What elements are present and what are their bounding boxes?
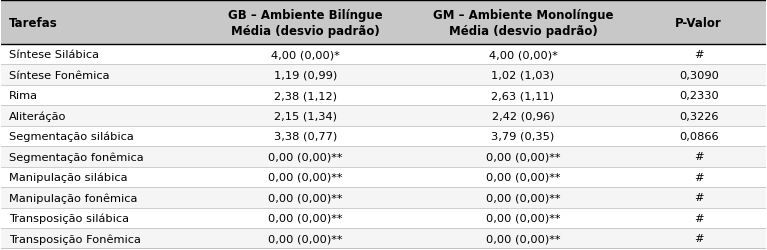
Text: 0,00 (0,00)**: 0,00 (0,00)**: [268, 172, 342, 182]
Bar: [2, 86, 765, 106]
Text: 0,2330: 0,2330: [679, 91, 719, 101]
Text: GB – Ambiente Bilíngue
Média (desvio padrão): GB – Ambiente Bilíngue Média (desvio pad…: [228, 8, 383, 38]
Text: 0,00 (0,00)**: 0,00 (0,00)**: [486, 152, 560, 162]
Text: 3,79 (0,35): 3,79 (0,35): [492, 132, 555, 141]
Text: 0,00 (0,00)**: 0,00 (0,00)**: [268, 193, 342, 202]
Text: 0,00 (0,00)**: 0,00 (0,00)**: [486, 172, 560, 182]
Text: 0,00 (0,00)**: 0,00 (0,00)**: [486, 234, 560, 243]
Text: 2,63 (1,11): 2,63 (1,11): [492, 91, 555, 101]
Text: #: #: [694, 213, 703, 223]
Bar: [2, 167, 765, 188]
Text: GM – Ambiente Monolíngue
Média (desvio padrão): GM – Ambiente Monolíngue Média (desvio p…: [433, 8, 614, 38]
Bar: [2, 106, 765, 126]
Text: Transposição silábica: Transposição silábica: [9, 213, 129, 223]
Text: #: #: [694, 50, 703, 60]
Text: 0,00 (0,00)**: 0,00 (0,00)**: [268, 152, 342, 162]
Text: 0,00 (0,00)**: 0,00 (0,00)**: [486, 193, 560, 202]
Text: 1,02 (1,03): 1,02 (1,03): [492, 70, 555, 80]
Text: Síntese Silábica: Síntese Silábica: [9, 50, 99, 60]
Text: 0,0866: 0,0866: [679, 132, 719, 141]
Text: Rima: Rima: [9, 91, 38, 101]
Text: Transposição Fonêmica: Transposição Fonêmica: [9, 233, 141, 244]
Bar: [2, 208, 765, 228]
Text: 2,38 (1,12): 2,38 (1,12): [274, 91, 337, 101]
Text: 2,42 (0,96): 2,42 (0,96): [492, 111, 555, 121]
Bar: [2, 126, 765, 147]
Bar: [2, 45, 765, 65]
Text: #: #: [694, 152, 703, 162]
Text: Síntese Fonêmica: Síntese Fonêmica: [9, 70, 110, 80]
Text: #: #: [694, 234, 703, 243]
Text: 2,15 (1,34): 2,15 (1,34): [274, 111, 337, 121]
Bar: [2, 228, 765, 248]
Text: #: #: [694, 172, 703, 182]
Text: Manipulação fonêmica: Manipulação fonêmica: [9, 192, 137, 203]
Text: Segmentação fonêmica: Segmentação fonêmica: [9, 152, 143, 162]
Text: 0,3090: 0,3090: [679, 70, 719, 80]
Text: 4,00 (0,00)*: 4,00 (0,00)*: [271, 50, 340, 60]
Text: Segmentação silábica: Segmentação silábica: [9, 131, 133, 142]
Text: 1,19 (0,99): 1,19 (0,99): [274, 70, 337, 80]
Bar: [2, 188, 765, 208]
Text: 0,3226: 0,3226: [679, 111, 719, 121]
Text: Tarefas: Tarefas: [9, 16, 58, 30]
Text: 0,00 (0,00)**: 0,00 (0,00)**: [268, 234, 342, 243]
Text: Manipulação silábica: Manipulação silábica: [9, 172, 127, 182]
Text: 3,38 (0,77): 3,38 (0,77): [274, 132, 337, 141]
Text: P-Valor: P-Valor: [676, 16, 722, 30]
Bar: [2, 65, 765, 86]
Bar: [2, 2, 765, 45]
Text: Aliteráção: Aliteráção: [9, 111, 67, 121]
Text: 4,00 (0,00)*: 4,00 (0,00)*: [489, 50, 558, 60]
Text: 0,00 (0,00)**: 0,00 (0,00)**: [268, 213, 342, 223]
Text: 0,00 (0,00)**: 0,00 (0,00)**: [486, 213, 560, 223]
Bar: [2, 147, 765, 167]
Text: #: #: [694, 193, 703, 202]
